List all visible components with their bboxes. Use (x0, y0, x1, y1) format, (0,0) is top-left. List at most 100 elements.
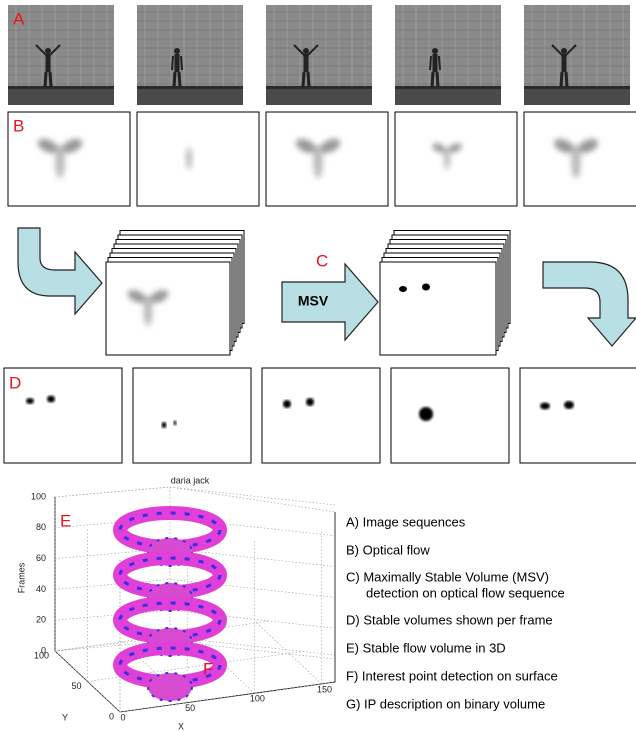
stable-blob (162, 422, 167, 428)
stable-frame (262, 368, 380, 463)
z-axis-label: Frames (16, 562, 26, 593)
msv-arrow (282, 264, 378, 340)
ground-line (8, 86, 114, 89)
stable-frame (133, 368, 251, 463)
plot-title: daria jack (171, 475, 210, 485)
ground (524, 88, 630, 105)
frame-border (520, 368, 636, 463)
x-tick-label: 0 (120, 712, 125, 722)
stable-blob (422, 284, 430, 291)
person-head (561, 48, 567, 54)
panel-label: B (13, 116, 24, 135)
frame-border (391, 368, 509, 463)
person-head (45, 48, 51, 54)
flow-body (186, 147, 192, 169)
stable-blob (47, 396, 55, 403)
photo-frame (266, 5, 372, 105)
surface-core (148, 673, 192, 701)
stable-blob (564, 401, 574, 409)
legend-item: D) Stable volumes shown per frame (346, 612, 553, 627)
panel-label: D (9, 373, 21, 392)
stable-blob (174, 421, 177, 426)
ground (137, 88, 243, 105)
frame-stack (106, 231, 244, 356)
frame-border (4, 368, 122, 463)
panel-label: C (316, 251, 328, 270)
stable-frame (520, 368, 636, 463)
legend-item: C) Maximally Stable Volume (MSV) (346, 569, 549, 584)
flow-blob (186, 147, 192, 169)
flow-frame (137, 112, 259, 206)
frame-border (137, 112, 259, 206)
curved-arrow (18, 228, 102, 314)
legend-item: B) Optical flow (346, 542, 430, 557)
y-tick-label: 50 (71, 681, 81, 691)
stable-frame (391, 368, 509, 463)
stable-blob (306, 398, 314, 406)
stable-blob (419, 407, 433, 421)
flow-body (444, 147, 450, 169)
figure: ABMSVCDdaria jack020406080100Frames05010… (0, 0, 636, 731)
y-tick-label: 0 (109, 711, 114, 721)
x-tick-label: 100 (250, 694, 265, 704)
msv-label: MSV (298, 293, 329, 309)
ground-line (137, 86, 243, 89)
flow-frame (8, 112, 130, 206)
flow-body (144, 295, 153, 326)
frame-border (133, 368, 251, 463)
photo-frame (395, 5, 501, 105)
legend-item: F) Interest point detection on surface (346, 668, 558, 683)
frame-border (8, 112, 130, 206)
grid-line (55, 487, 335, 505)
frame-stack (380, 231, 510, 356)
grid-line (55, 610, 335, 628)
flow-frame (524, 112, 636, 206)
stable-blob (399, 286, 407, 292)
frame-border (266, 112, 388, 206)
person-head (174, 48, 180, 54)
stable-blob (283, 400, 291, 408)
person-head (303, 48, 309, 54)
stack-frame (106, 262, 230, 355)
y-axis-label: Y (62, 712, 68, 722)
ground-line (524, 86, 630, 89)
ground (8, 88, 114, 105)
y-tick-label: 100 (34, 650, 49, 660)
flow-frame (395, 112, 517, 206)
legend-item: E) Stable flow volume in 3D (346, 640, 506, 655)
body: ABMSVCDdaria jack020406080100Frames05010… (0, 0, 636, 731)
stable-frame (4, 368, 122, 463)
x-axis-label: X (178, 721, 184, 731)
person-head (432, 48, 438, 54)
curved-arrow (543, 262, 636, 346)
legend-item: A) Image sequences (346, 514, 466, 529)
panel-label: E (60, 511, 71, 530)
photo-frame (524, 5, 630, 105)
page: {"panel_labels": {"a": "A", "b": "B", "c… (0, 0, 636, 731)
frame-border (262, 368, 380, 463)
ground (395, 88, 501, 105)
z-tick-label: 20 (36, 615, 46, 625)
z-tick-label: 40 (36, 584, 46, 594)
ground-line (395, 86, 501, 89)
stable-blob (540, 403, 550, 410)
flow-body (55, 145, 65, 179)
x-tick-label: 50 (185, 703, 195, 713)
ground-line (266, 86, 372, 89)
frame-border (395, 112, 517, 206)
panel-label: F (203, 659, 213, 678)
flow-frame (266, 112, 388, 206)
stable-blob (26, 398, 34, 404)
legend-item: detection on optical flow sequence (366, 585, 565, 600)
x-tick-label: 150 (317, 684, 332, 694)
z-tick-label: 60 (36, 553, 46, 563)
photo-frame (137, 5, 243, 105)
z-tick-label: 100 (31, 491, 46, 501)
grid-line (257, 530, 322, 684)
flow-body (571, 145, 581, 179)
legend-item: G) IP description on binary volume (346, 696, 545, 711)
flow-body (313, 145, 323, 179)
stack-frame (380, 262, 496, 355)
z-tick-label: 80 (36, 522, 46, 532)
ground (266, 88, 372, 105)
